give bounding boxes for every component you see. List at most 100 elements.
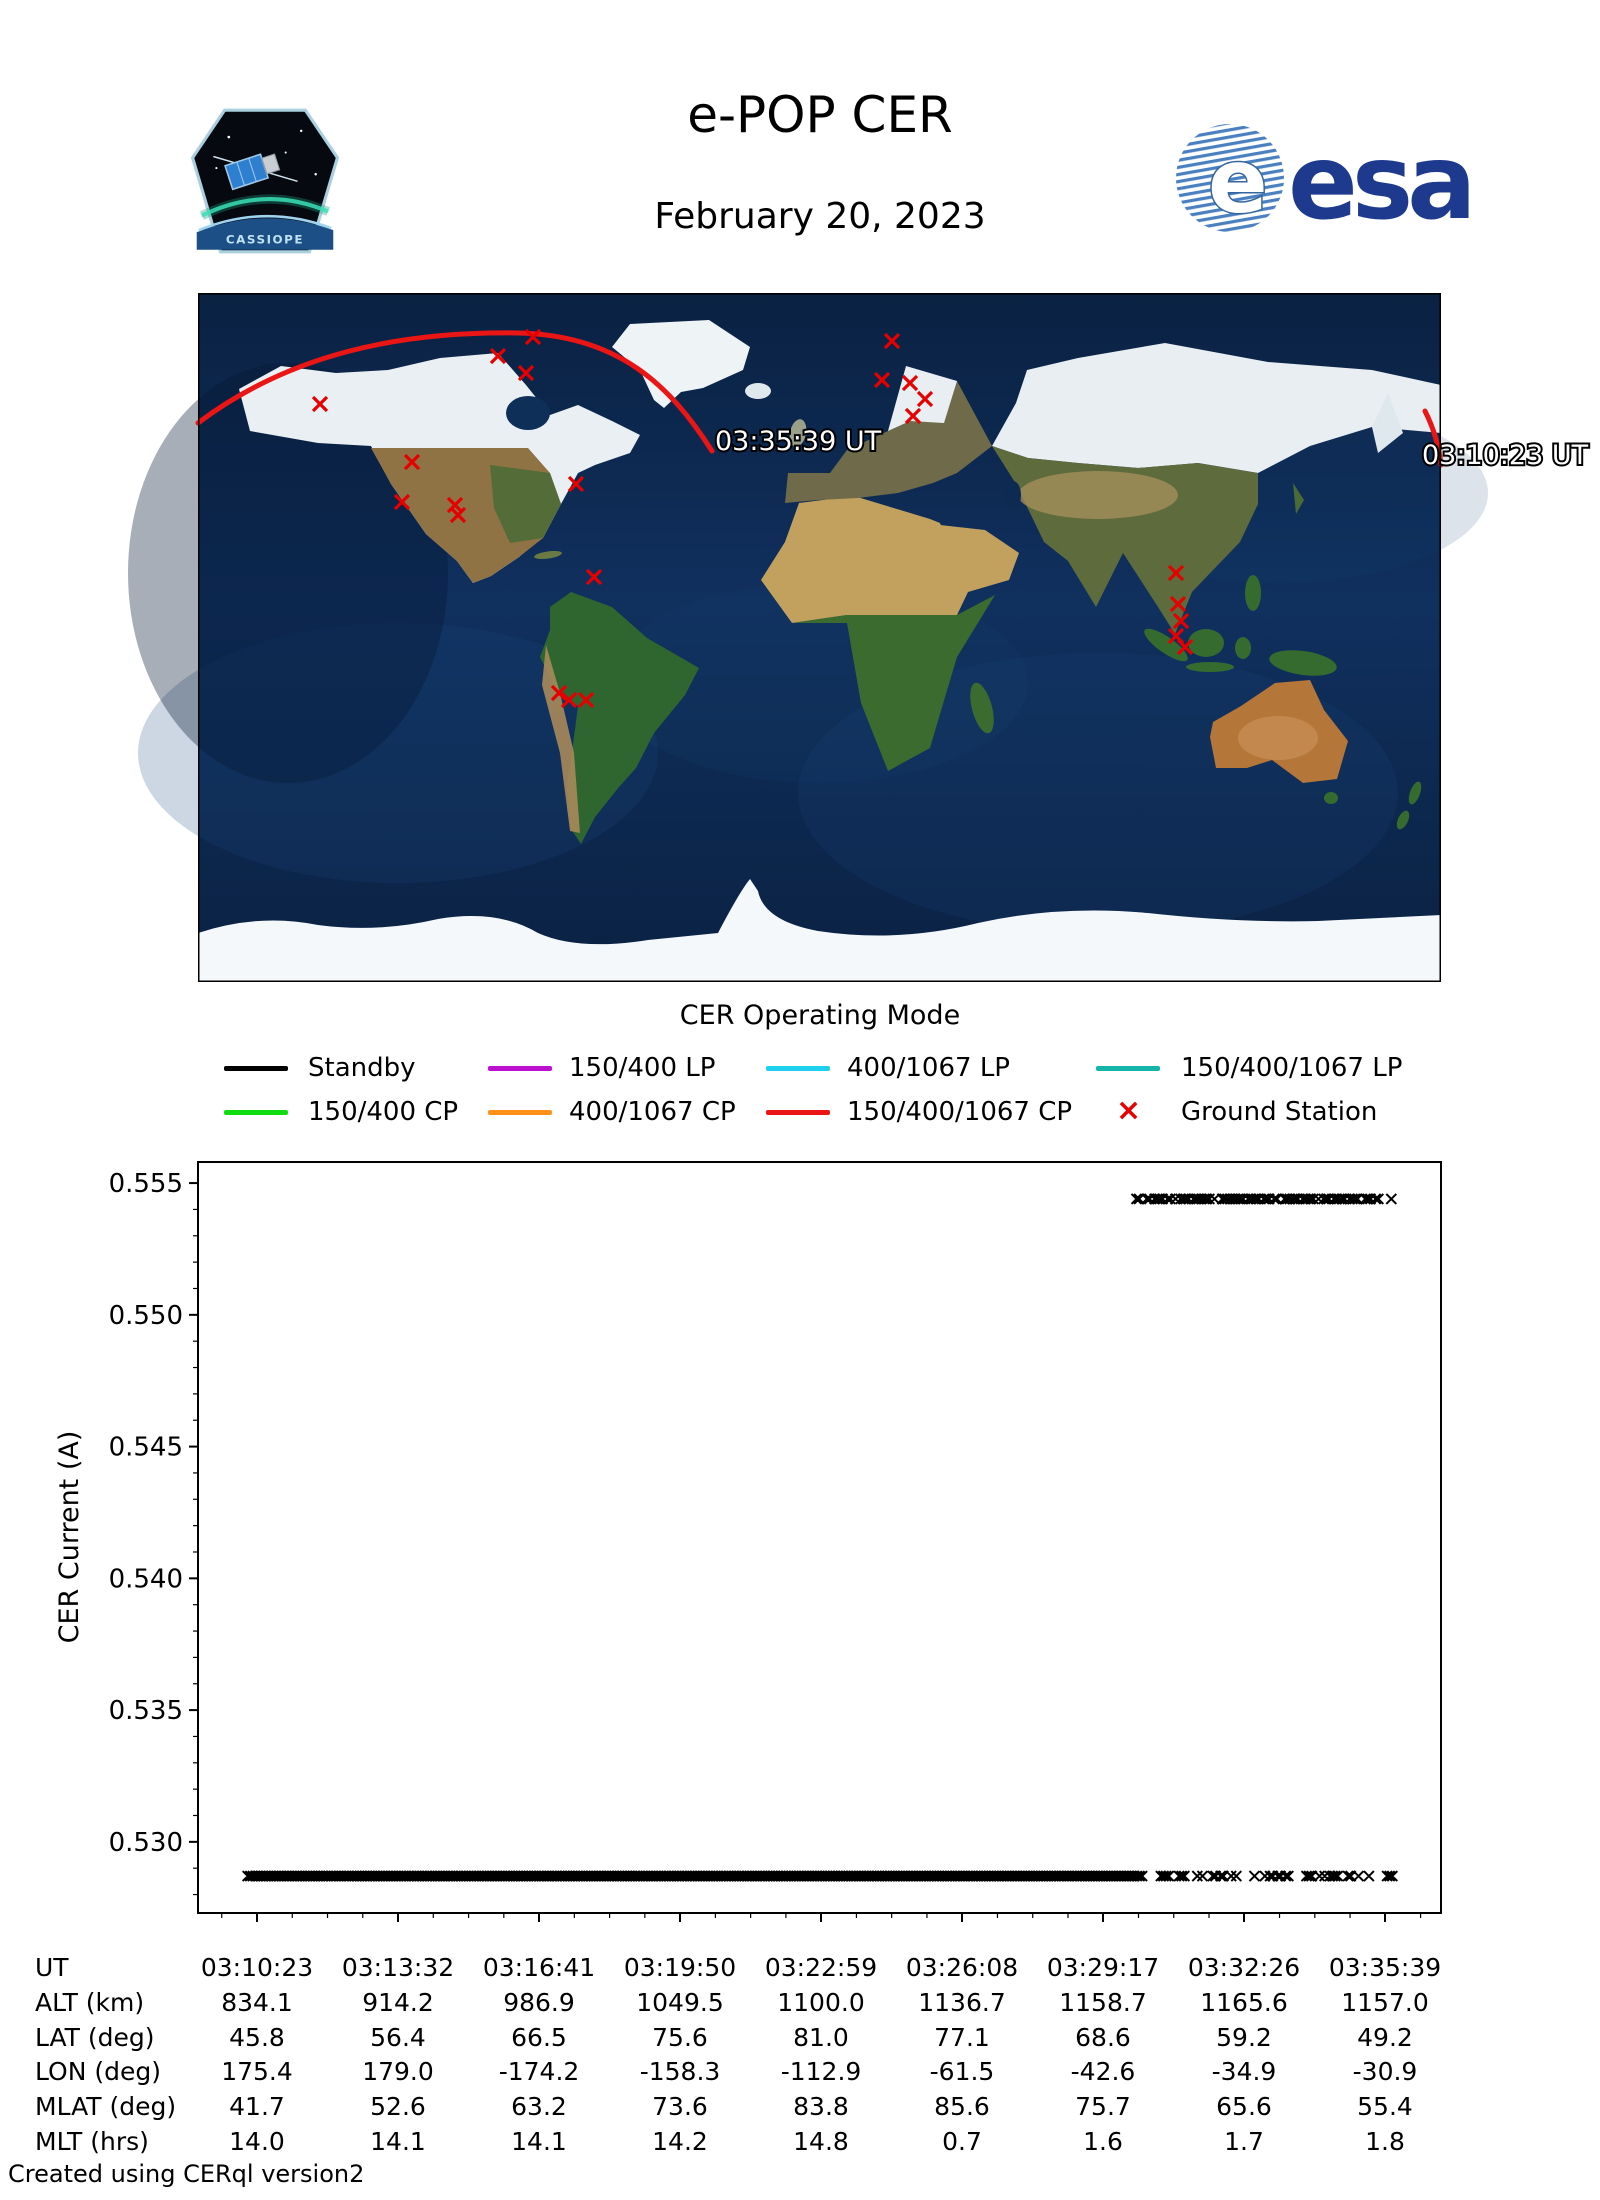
table-cell: 1157.0 <box>1341 1987 1429 2017</box>
legend-line-sample <box>488 1065 552 1071</box>
table-cell: 45.8 <box>229 2022 285 2052</box>
table-row-label: LAT (deg) <box>35 2022 155 2052</box>
plot-axes: 0.530 0.535 0.540 0.545 0.550 0.555 <box>109 1161 1442 1922</box>
aurora-arc <box>200 197 329 218</box>
ground-station-x-marker <box>1176 638 1194 656</box>
table-cell: 986.9 <box>503 1987 575 2017</box>
ground-station-x-marker <box>449 506 467 524</box>
table-cell: 83.8 <box>793 2092 849 2122</box>
table-cell: 03:16:41 <box>482 1953 596 1982</box>
trajectory-end-time-label: 03:35:39 UT <box>715 426 882 457</box>
ground-station-x-marker <box>883 332 901 350</box>
legend-line-sample <box>488 1109 552 1115</box>
world-map: 03:35:39 UT 03:10:23 UT <box>128 293 1591 982</box>
ground-station-x-marker <box>916 390 934 408</box>
table-cell: 1100.0 <box>777 1987 865 2017</box>
y-tick-label: 0.535 <box>109 1696 183 1726</box>
table-row-label: ALT (km) <box>35 1987 145 2017</box>
legend-line-sample <box>1096 1065 1160 1071</box>
satellite-icon <box>213 153 298 191</box>
table-cell: -61.5 <box>929 2057 995 2087</box>
earth-limb <box>196 218 334 250</box>
table-cell: 1158.7 <box>1059 1987 1147 2017</box>
y-tick-label: 0.530 <box>109 1828 183 1858</box>
scatter-band-high_current_band <box>1130 1193 1398 1205</box>
table-cell: 1049.5 <box>636 1987 724 2017</box>
table-cell: -174.2 <box>498 2057 580 2087</box>
legend-line-sample <box>224 1109 288 1115</box>
legend-item-label: 150/400 LP <box>569 1053 716 1083</box>
table-cell: 1165.6 <box>1200 1987 1288 2017</box>
y-axis-label: CER Current (A) <box>54 1431 85 1644</box>
table-cell: 56.4 <box>370 2022 426 2052</box>
ground-station-x-marker <box>524 328 542 346</box>
legend-line-sample <box>224 1065 288 1071</box>
table-cell: -42.6 <box>1070 2057 1136 2087</box>
ground-station-x-marker <box>567 475 585 493</box>
antarctica <box>198 879 1441 982</box>
y-tick-label: 0.540 <box>109 1564 183 1594</box>
table-cell: 03:26:08 <box>905 1953 1019 1982</box>
table-cell: 14.8 <box>793 2127 849 2156</box>
ground-station-x-marker <box>577 691 595 709</box>
table-cell: 68.6 <box>1075 2022 1131 2052</box>
cer-current-plot: 0.530 0.535 0.540 0.545 0.550 0.555 CER Curre… <box>54 1161 1442 1922</box>
table-cell: 03:13:32 <box>341 1953 455 1982</box>
table-cell: 14.1 <box>370 2127 426 2156</box>
map-border <box>198 293 1441 982</box>
y-tick-label: 0.545 <box>109 1433 183 1463</box>
y-tick-label: 0.555 <box>109 1169 183 1199</box>
legend-item-label: 150/400 CP <box>308 1097 459 1127</box>
table-cell: 03:19:50 <box>623 1953 737 1982</box>
table-cell: 914.2 <box>362 1987 434 2017</box>
table-row-label: MLT (hrs) <box>35 2127 149 2156</box>
ground-station-x-marker <box>873 371 891 389</box>
table-cell: -112.9 <box>780 2057 862 2087</box>
table-cell: 59.2 <box>1216 2022 1272 2052</box>
table-cell: 77.1 <box>934 2022 990 2052</box>
table-cell: -30.9 <box>1352 2057 1418 2087</box>
table-cell: 63.2 <box>511 2092 567 2122</box>
page-title: e-POP CER <box>687 86 953 144</box>
legend-item-label: 150/400/1067 CP <box>847 1097 1073 1127</box>
ground-station-x-marker <box>489 347 507 365</box>
table-cell: 52.6 <box>370 2092 426 2122</box>
ground-station-markers <box>311 328 1194 709</box>
table-cell: 55.4 <box>1357 2092 1413 2122</box>
legend-item-label: 400/1067 LP <box>847 1053 1010 1083</box>
table-row-label: MLAT (deg) <box>35 2092 177 2122</box>
esa-e-glyph: e <box>1208 130 1268 233</box>
table-cell: 41.7 <box>229 2092 285 2122</box>
ground-station-x-marker <box>311 395 329 413</box>
table-cell: 834.1 <box>221 1987 293 2017</box>
ground-station-x-marker <box>1167 564 1185 582</box>
ground-station-x-marker <box>560 691 578 709</box>
legend-item-label: 400/1067 CP <box>569 1097 736 1127</box>
ground-station-x-marker <box>550 684 568 702</box>
table-cell: 14.0 <box>229 2127 285 2156</box>
table-row-label: UT <box>35 1953 69 1982</box>
table-cell: 03:32:26 <box>1187 1953 1301 1982</box>
legend-item-label: Ground Station <box>1181 1097 1378 1127</box>
ground-station-x-marker <box>517 364 535 382</box>
legend-item-label: 150/400/1067 LP <box>1181 1053 1403 1083</box>
legend-line-sample <box>766 1109 830 1115</box>
table-cell: -34.9 <box>1211 2057 1277 2087</box>
ground-station-x-marker <box>403 453 421 471</box>
table-cell: 75.6 <box>652 2022 708 2052</box>
earth-atmosphere <box>198 214 332 232</box>
table-cell: 1.7 <box>1224 2127 1264 2156</box>
legend-ground-station-marker: × <box>1116 1093 1142 1128</box>
table-cell: 175.4 <box>221 2057 293 2087</box>
table-cell: 03:22:59 <box>764 1953 878 1982</box>
table-cell: 81.0 <box>793 2022 849 2052</box>
patch-mission-name: CASSIOPE <box>226 233 304 247</box>
table-cell: 14.2 <box>652 2127 708 2156</box>
table-cell: 1136.7 <box>918 1987 1006 2017</box>
table-cell: 14.1 <box>511 2127 567 2156</box>
table-cell: 1.8 <box>1365 2127 1405 2156</box>
table-cell: 03:29:17 <box>1046 1953 1160 1982</box>
patch-outline <box>190 108 340 254</box>
page-date: February 20, 2023 <box>654 196 986 237</box>
